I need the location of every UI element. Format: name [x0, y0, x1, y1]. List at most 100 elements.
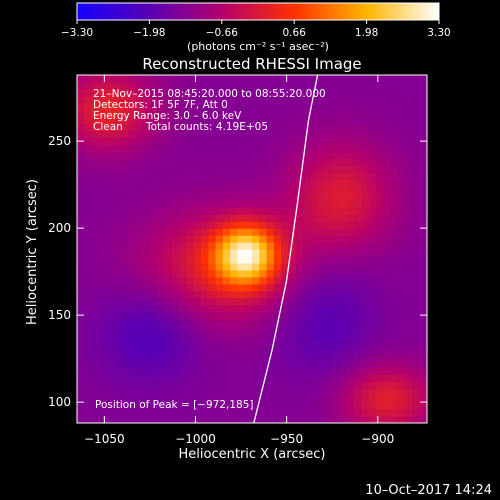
heatmap-pixel	[171, 130, 180, 139]
heatmap-pixel	[288, 276, 297, 285]
heatmap-pixel	[339, 235, 348, 243]
heatmap-pixel	[383, 249, 392, 257]
heatmap-pixel	[361, 158, 370, 167]
heatmap-pixel	[142, 172, 151, 180]
heatmap-pixel	[346, 367, 355, 375]
heatmap-pixel	[375, 249, 384, 257]
heatmap-pixel	[281, 416, 290, 423]
heatmap-pixel	[361, 116, 370, 125]
heatmap-pixel	[383, 214, 392, 222]
heatmap-pixel	[244, 81, 253, 90]
heatmap-pixel	[281, 214, 290, 222]
x-tick-label: −950	[270, 432, 303, 446]
heatmap-pixel	[106, 304, 115, 313]
heatmap-pixel	[157, 116, 166, 125]
heatmap-pixel	[208, 172, 217, 180]
heatmap-pixel	[317, 388, 326, 396]
heatmap-pixel	[273, 269, 282, 278]
heatmap-pixel	[222, 109, 231, 118]
heatmap-pixel	[383, 269, 392, 278]
heatmap-pixel	[397, 214, 406, 222]
heatmap-pixel	[339, 262, 348, 271]
heatmap-pixel	[252, 123, 260, 132]
heatmap-pixel	[252, 276, 260, 285]
heatmap-pixel	[273, 193, 282, 201]
heatmap-pixel	[77, 221, 85, 229]
heatmap-pixel	[106, 388, 115, 396]
heatmap-pixel	[98, 179, 107, 187]
heatmap-pixel	[259, 255, 268, 264]
heatmap-pixel	[346, 102, 355, 111]
heatmap-pixel	[106, 297, 115, 306]
heatmap-pixel	[317, 318, 326, 327]
heatmap-pixel	[77, 186, 85, 194]
heatmap-pixel	[84, 165, 93, 174]
heatmap-pixel	[200, 102, 209, 111]
heatmap-pixel	[332, 151, 341, 160]
heatmap-pixel	[273, 200, 282, 208]
heatmap-pixel	[106, 116, 115, 125]
heatmap-pixel	[390, 102, 399, 111]
heatmap-pixel	[310, 332, 319, 341]
heatmap-pixel	[98, 409, 107, 417]
heatmap-pixel	[361, 242, 370, 250]
heatmap-pixel	[149, 318, 158, 327]
heatmap-pixel	[405, 311, 414, 320]
heatmap-pixel	[419, 353, 427, 361]
heatmap-pixel	[310, 137, 319, 146]
heatmap-pixel	[193, 193, 202, 201]
heatmap-pixel	[98, 339, 107, 348]
heatmap-pixel	[397, 367, 406, 375]
heatmap-pixel	[208, 102, 217, 111]
heatmap-pixel	[120, 207, 129, 215]
heatmap-pixel	[91, 304, 100, 313]
heatmap-pixel	[346, 116, 355, 125]
heatmap-pixel	[324, 123, 333, 132]
heatmap-pixel	[375, 228, 384, 236]
heatmap-pixel	[222, 88, 231, 97]
heatmap-pixel	[193, 116, 202, 125]
heatmap-pixel	[149, 290, 158, 299]
heatmap-pixel	[135, 304, 144, 313]
heatmap-pixel	[339, 388, 348, 396]
heatmap-pixel	[303, 269, 311, 278]
heatmap-pixel	[310, 158, 319, 167]
heatmap-pixel	[259, 297, 268, 306]
heatmap-pixel	[332, 381, 341, 389]
heatmap-pixel	[244, 269, 253, 278]
heatmap-pixel	[339, 325, 348, 334]
heatmap-pixel	[412, 102, 421, 111]
heatmap-pixel	[281, 165, 290, 174]
heatmap-pixel	[419, 130, 427, 139]
heatmap-pixel	[252, 353, 260, 361]
heatmap-pixel	[266, 235, 275, 243]
heatmap-pixel	[346, 360, 355, 368]
heatmap-pixel	[419, 339, 427, 348]
heatmap-pixel	[113, 144, 122, 153]
heatmap-pixel	[324, 95, 333, 104]
heatmap-pixel	[186, 311, 195, 320]
heatmap-pixel	[368, 95, 377, 104]
heatmap-pixel	[164, 346, 173, 354]
heatmap-pixel	[419, 75, 427, 83]
heatmap-pixel	[259, 221, 268, 229]
heatmap-pixel	[208, 367, 217, 375]
heatmap-pixel	[128, 339, 136, 348]
heatmap-pixel	[354, 144, 362, 153]
heatmap-pixel	[208, 151, 217, 160]
heatmap-pixel	[157, 235, 166, 243]
heatmap-pixel	[179, 123, 187, 132]
heatmap-pixel	[222, 269, 231, 278]
heatmap-pixel	[390, 262, 399, 271]
heatmap-pixel	[84, 388, 93, 396]
heatmap-pixel	[230, 200, 239, 208]
heatmap-pixel	[368, 214, 377, 222]
heatmap-pixel	[273, 102, 282, 111]
heatmap-pixel	[215, 81, 224, 90]
heatmap-pixel	[149, 75, 158, 83]
heatmap-pixel	[215, 144, 224, 153]
heatmap-pixel	[390, 95, 399, 104]
heatmap-pixel	[237, 207, 246, 215]
heatmap-pixel	[84, 402, 93, 410]
heatmap-pixel	[98, 318, 107, 327]
